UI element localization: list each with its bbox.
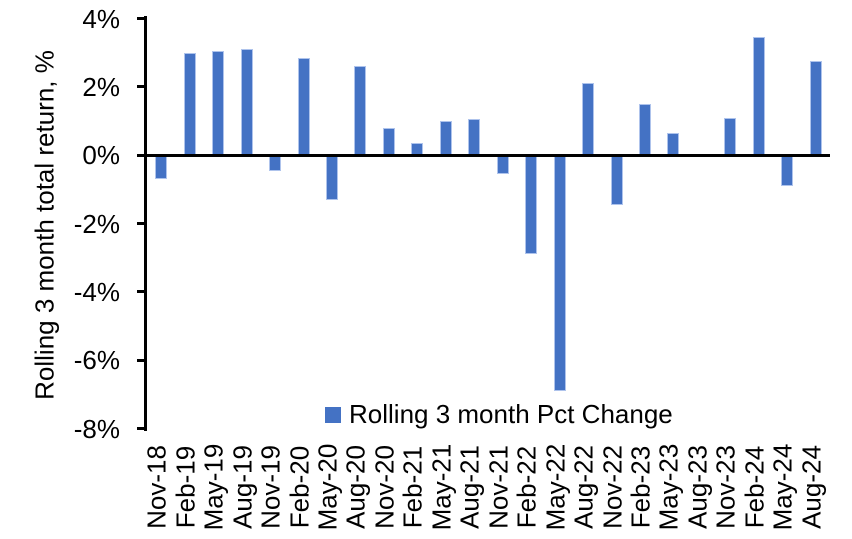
x-tick-label: Nov-23 <box>710 445 741 529</box>
x-tick-label: Feb-23 <box>625 445 656 529</box>
bar-Nov-22 <box>610 155 623 205</box>
x-tick-label: Nov-18 <box>141 445 172 529</box>
bar-Feb-23 <box>639 103 652 156</box>
bar-Nov-20 <box>382 127 395 156</box>
x-tick-label: Aug-24 <box>796 445 827 529</box>
x-tick-label: May-24 <box>767 443 798 531</box>
y-tick-label: -4% <box>73 276 120 307</box>
bar-May-21 <box>439 121 452 156</box>
x-tick-label: Feb-22 <box>511 445 542 529</box>
bar-Aug-22 <box>582 83 595 156</box>
bar-Feb-19 <box>183 52 196 156</box>
x-tick-label: Nov-22 <box>597 445 628 529</box>
bar-Aug-24 <box>809 61 822 156</box>
x-tick-label: Aug-20 <box>340 445 371 529</box>
x-tick-label: May-21 <box>426 443 457 531</box>
y-tick-mark <box>137 153 147 157</box>
y-tick-mark <box>137 17 147 20</box>
bar-Feb-20 <box>297 57 310 156</box>
y-tick-label: -2% <box>73 208 120 239</box>
bar-Aug-19 <box>240 49 253 156</box>
x-tick-label: Nov-19 <box>255 445 286 529</box>
bar-May-19 <box>212 50 225 156</box>
bar-May-24 <box>781 155 794 186</box>
x-tick-label: Feb-21 <box>397 445 428 529</box>
bar-May-22 <box>553 155 566 391</box>
x-tick-label: Feb-24 <box>739 445 770 529</box>
x-tick-label: May-20 <box>312 443 343 531</box>
x-tick-label: Aug-22 <box>568 445 599 529</box>
bar-Nov-18 <box>155 155 168 180</box>
bar-May-23 <box>667 132 680 156</box>
x-tick-label: May-19 <box>198 443 229 531</box>
legend-label: Rolling 3 month Pct Change <box>349 399 673 429</box>
y-tick-label: 4% <box>82 3 120 34</box>
bar-Feb-24 <box>752 37 765 156</box>
bar-Nov-19 <box>269 155 282 171</box>
x-tick-label: Aug-23 <box>682 445 713 529</box>
y-tick-label: -8% <box>73 413 120 444</box>
y-tick-mark <box>137 427 147 430</box>
x-tick-label: Aug-21 <box>454 445 485 529</box>
y-tick-label: 2% <box>82 71 120 102</box>
y-tick-mark <box>137 85 147 89</box>
x-tick-label: Nov-21 <box>483 445 514 529</box>
x-tick-label: Feb-19 <box>170 445 201 529</box>
y-tick-label: -6% <box>73 345 120 376</box>
x-tick-label: May-22 <box>540 443 571 531</box>
x-tick-label: Feb-20 <box>284 445 315 529</box>
x-tick-label: May-23 <box>653 443 684 531</box>
bar-Aug-20 <box>354 66 367 156</box>
bar-Aug-21 <box>468 119 481 156</box>
bar-Feb-22 <box>525 155 538 255</box>
y-tick-mark <box>137 358 147 362</box>
x-axis-zero-line <box>144 153 830 157</box>
bar-Nov-21 <box>496 155 509 174</box>
y-tick-mark <box>137 290 147 294</box>
x-tick-label: Nov-20 <box>369 445 400 529</box>
y-tick-label: 0% <box>82 140 120 171</box>
y-tick-mark <box>137 222 147 225</box>
legend: Rolling 3 month Pct Change <box>325 399 673 430</box>
legend-swatch <box>325 406 341 423</box>
bar-Nov-23 <box>724 117 737 156</box>
x-tick-label: Aug-19 <box>227 445 258 529</box>
bar-May-20 <box>325 155 338 200</box>
